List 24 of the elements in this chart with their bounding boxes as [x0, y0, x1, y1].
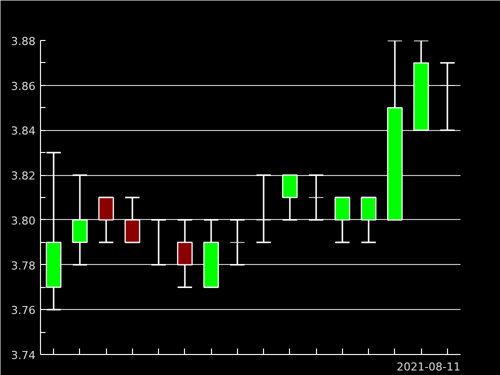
y-tick-label: 3.74	[11, 349, 36, 362]
candlestick	[256, 174, 272, 244]
candlestick	[386, 40, 403, 221]
candlestick	[150, 219, 167, 266]
candlestick	[334, 196, 350, 244]
y-tick-label: 3.80	[11, 214, 36, 228]
candlestick	[229, 219, 246, 266]
candlestick	[360, 196, 377, 244]
y-tick-label: 3.84	[11, 124, 36, 138]
y-tick-label: 3.76	[11, 304, 36, 318]
candlestick	[282, 174, 298, 221]
candlestick	[203, 219, 220, 288]
candlestick	[124, 196, 140, 244]
candlestick	[413, 40, 430, 131]
candlestick	[308, 174, 324, 221]
y-tick-label: 3.82	[11, 170, 36, 183]
candlestick	[72, 174, 88, 266]
y-tick-label: 3.86	[11, 80, 36, 93]
y-tick-label: 3.78	[11, 259, 36, 272]
y-tick-label: 3.88	[11, 35, 36, 48]
x-axis-title: 2021-08-11	[396, 360, 461, 374]
candlestick	[98, 196, 114, 244]
candlestick	[439, 62, 456, 131]
candlestick	[176, 219, 193, 288]
